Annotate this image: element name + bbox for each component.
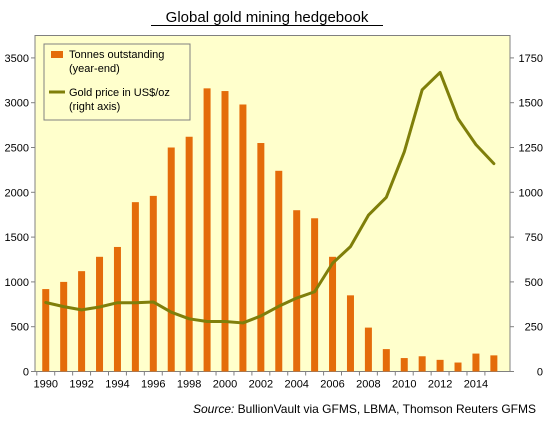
- left-tick-label-2500: 2500: [5, 143, 29, 155]
- legend-line-label: Gold price in US$/oz: [69, 87, 170, 99]
- right-tick-label-500: 500: [525, 277, 543, 289]
- bar-2005: [311, 218, 319, 372]
- x-tick-label-2000: 2000: [213, 379, 237, 391]
- x-tick-label-1992: 1992: [69, 379, 93, 391]
- legend: Tonnes outstanding (year-end) Gold price…: [43, 43, 191, 121]
- x-tick-label-2006: 2006: [320, 379, 344, 391]
- chart-source-rest: BullionVault via GFMS, LBMA, Thomson Reu…: [234, 402, 536, 416]
- right-tick-label-0: 0: [537, 367, 543, 379]
- bar-2014: [472, 353, 480, 372]
- bar-1993: [96, 256, 104, 372]
- right-tick-label-1500: 1500: [519, 98, 543, 110]
- left-tick-label-0: 0: [23, 367, 29, 379]
- bars-layer: [42, 88, 498, 372]
- right-tick-label-1750: 1750: [519, 53, 543, 65]
- x-tick-label-1998: 1998: [177, 379, 201, 391]
- bar-2002: [257, 143, 265, 372]
- legend-bar-label-sub: (year-end): [69, 63, 120, 75]
- bar-2004: [293, 210, 301, 372]
- bar-2015: [490, 355, 498, 372]
- right-tick-label-750: 750: [525, 232, 543, 244]
- bar-1997: [167, 147, 175, 372]
- right-tick-label-1000: 1000: [519, 187, 543, 199]
- bar-2013: [454, 362, 462, 372]
- x-tick-label-2012: 2012: [428, 379, 452, 391]
- legend-bar-label: Tonnes outstanding: [69, 49, 164, 61]
- x-tick-label-2008: 2008: [356, 379, 380, 391]
- right-tick-label-1250: 1250: [519, 143, 543, 155]
- bar-1995: [131, 202, 139, 372]
- chart-source-prefix: Source:: [193, 402, 234, 416]
- gold-price-line: [44, 70, 496, 325]
- legend-bar-swatch: [51, 51, 63, 58]
- bar-2012: [436, 359, 444, 372]
- bar-2000: [221, 91, 229, 372]
- left-tick-label-2000: 2000: [5, 187, 29, 199]
- left-tick-label-1500: 1500: [5, 232, 29, 244]
- bar-1996: [149, 195, 157, 372]
- bar-2003: [275, 170, 283, 372]
- bar-2010: [400, 358, 408, 372]
- bar-1998: [185, 136, 193, 372]
- bar-1999: [203, 88, 211, 372]
- bar-2007: [346, 295, 354, 372]
- chart-title: Global gold mining hedgebook: [166, 9, 369, 26]
- bar-2009: [382, 349, 390, 372]
- bar-2006: [329, 256, 337, 372]
- x-tick-label-1996: 1996: [141, 379, 165, 391]
- bar-2001: [239, 104, 247, 372]
- legend-line-label-sub: (right axis): [69, 101, 120, 113]
- x-tick-label-2004: 2004: [284, 379, 308, 391]
- left-tick-label-3500: 3500: [5, 53, 29, 65]
- bar-1992: [78, 271, 86, 372]
- bar-2008: [364, 327, 372, 372]
- chart-source: Source: BullionVault via GFMS, LBMA, Tho…: [193, 402, 536, 416]
- x-tick-label-1994: 1994: [105, 379, 129, 391]
- axes-layer: 0 500 1000 1500 2000 2500 3000 3500 0 250 500 750 10…: [5, 53, 543, 391]
- bar-1991: [60, 281, 68, 372]
- left-tick-label-1000: 1000: [5, 277, 29, 289]
- x-tick-label-2014: 2014: [464, 379, 488, 391]
- bar-1990: [42, 289, 50, 372]
- bar-1994: [113, 246, 121, 372]
- right-tick-label-250: 250: [525, 322, 543, 334]
- line-layer: [44, 70, 496, 325]
- x-tick-label-1990: 1990: [34, 379, 58, 391]
- x-tick-label-2010: 2010: [392, 379, 416, 391]
- bar-2011: [418, 356, 426, 372]
- left-tick-label-500: 500: [11, 322, 29, 334]
- x-tick-label-2002: 2002: [249, 379, 273, 391]
- legend-box: [43, 43, 191, 121]
- left-tick-label-3000: 3000: [5, 98, 29, 110]
